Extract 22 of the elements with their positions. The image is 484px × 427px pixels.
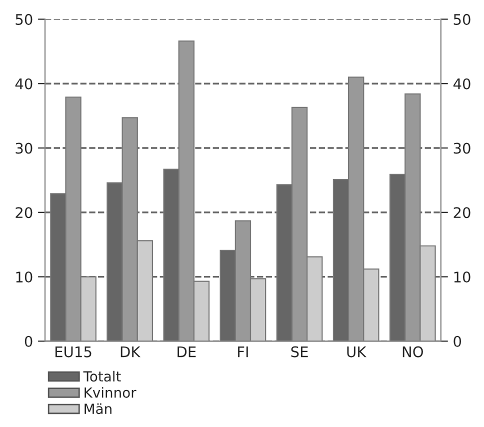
y2-tick-label: 30 xyxy=(454,142,470,154)
x-tick-label: SE xyxy=(291,346,308,358)
y-tick-label: 0 xyxy=(24,336,32,347)
x-tick-label: FI xyxy=(238,346,248,358)
y-tick-label: 40 xyxy=(15,78,32,90)
legend-label: Totalt xyxy=(83,370,121,382)
y2-tick-label: 20 xyxy=(454,207,470,218)
x-tick-label: NO xyxy=(402,346,424,358)
y2-tick-label: 50 xyxy=(454,14,470,25)
y-tick-label: 20 xyxy=(16,207,32,218)
y2-tick-label: 0 xyxy=(454,336,462,347)
x-tick-label: DK xyxy=(120,346,141,358)
legend-label: Kvinnor xyxy=(84,387,136,398)
y2-tick-label: 40 xyxy=(453,78,470,90)
y-tick-label: 30 xyxy=(16,142,32,154)
x-tick-label: UK xyxy=(347,346,367,358)
y2-tick-label: 10 xyxy=(454,272,470,283)
y-tick-label: 10 xyxy=(16,272,32,283)
y-tick-label: 50 xyxy=(16,14,32,25)
x-tick-label: EU15 xyxy=(56,346,92,358)
x-tick-label: DE xyxy=(178,346,196,358)
legend-label: Män xyxy=(84,403,112,414)
